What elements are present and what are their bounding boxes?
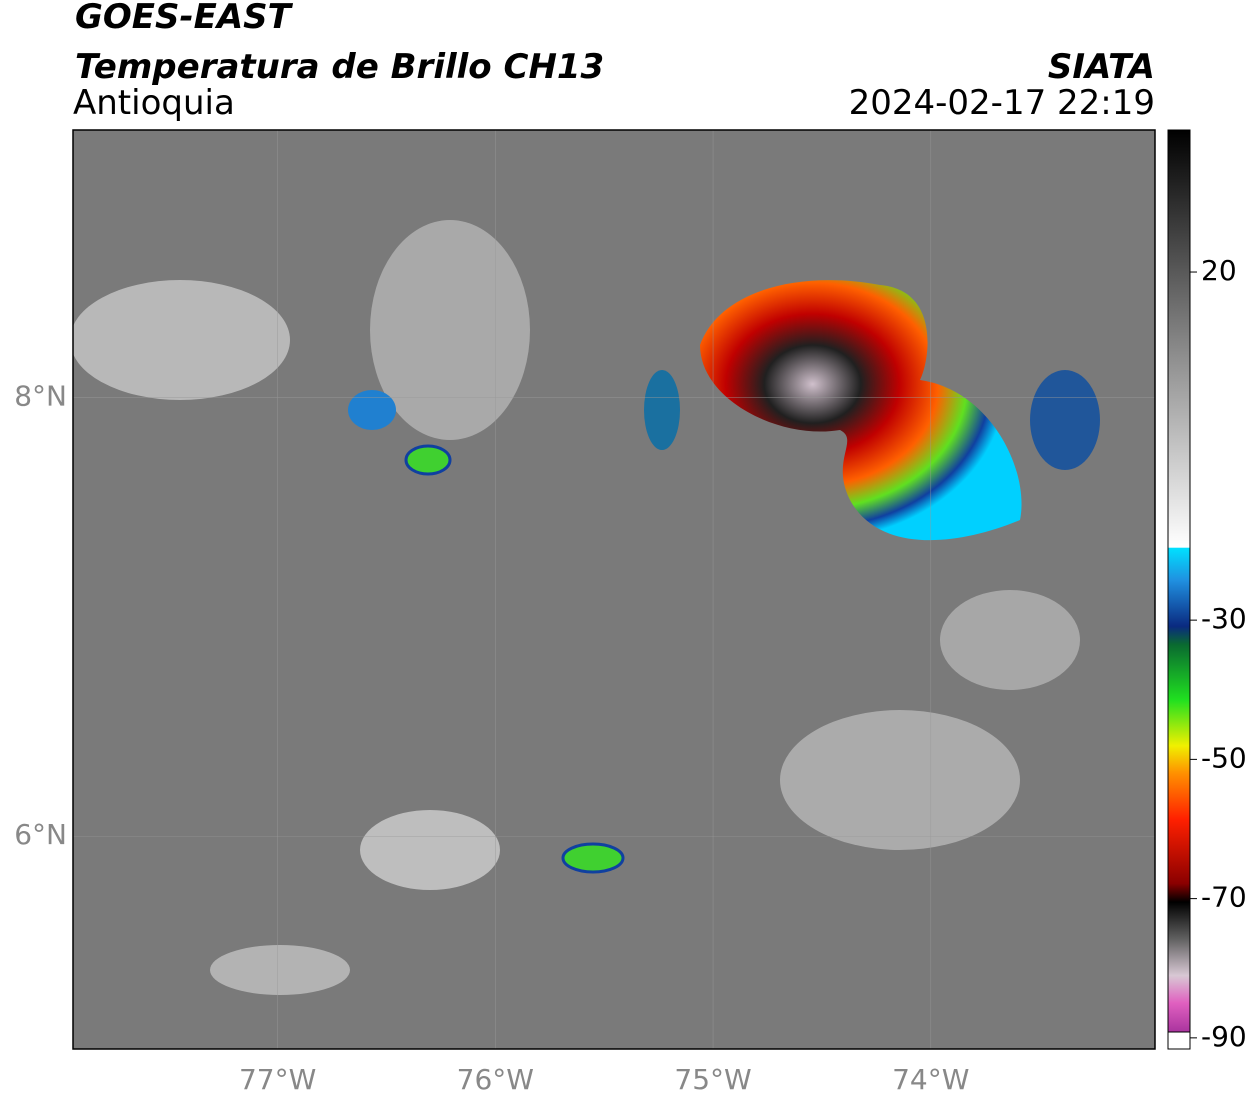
satellite-image bbox=[73, 130, 1155, 1049]
x-tick-label: 75°W bbox=[674, 1063, 751, 1096]
map-frame bbox=[72, 129, 1156, 1050]
subtitle: Temperatura de Brillo CH13 bbox=[75, 47, 604, 87]
source: SIATA bbox=[1048, 47, 1155, 87]
region: Antioquia bbox=[73, 83, 235, 123]
x-tick-label: 74°W bbox=[892, 1063, 969, 1096]
colorbar-tick-label: -30 bbox=[1201, 602, 1247, 635]
colorbar-under bbox=[1167, 1031, 1191, 1050]
colorbar-tick-label: -70 bbox=[1201, 881, 1247, 914]
x-tick-label: 76°W bbox=[457, 1063, 534, 1096]
colorbar-tick-label: -50 bbox=[1201, 741, 1247, 774]
colorbar-tick-label: -90 bbox=[1201, 1020, 1247, 1053]
title: GOES-EAST bbox=[75, 0, 294, 37]
colorbar-tick-label: 20 bbox=[1201, 254, 1237, 287]
datetime: 2024-02-17 22:19 bbox=[849, 83, 1155, 123]
grid bbox=[73, 130, 1155, 1049]
x-tick-label: 77°W bbox=[239, 1063, 316, 1096]
y-tick-label: 6°N bbox=[14, 818, 67, 851]
y-tick-label: 8°N bbox=[14, 380, 67, 413]
colorbar bbox=[1167, 129, 1191, 1050]
